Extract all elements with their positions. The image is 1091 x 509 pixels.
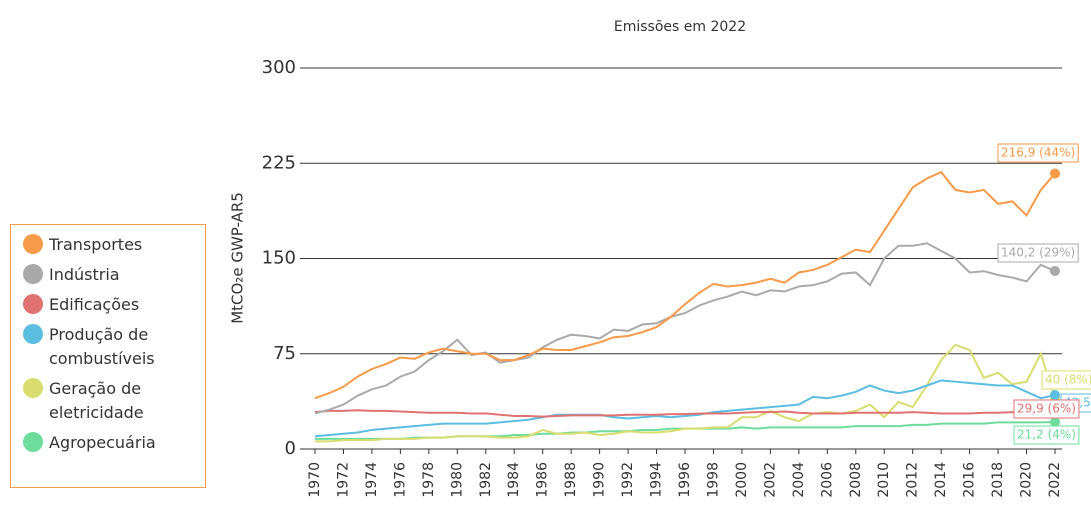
x-tick-label: 2020 [1019,462,1035,498]
x-tick-label: 2018 [990,462,1006,498]
x-tick-label: 2008 [848,462,864,498]
x-tick-label: 1986 [535,462,551,498]
legend-item: Geração de eletricidade [23,377,205,425]
y-tick-label: 150 [262,248,296,269]
x-tick-label: 1976 [392,462,408,498]
x-tick-label: 1994 [649,462,665,498]
x-tick-label: 2016 [962,462,978,498]
legend-label: Transportes [49,235,143,254]
x-tick-label: 2006 [819,462,835,498]
x-tick-label: 2014 [933,462,949,498]
x-tick-label: 1998 [705,462,721,498]
legend-swatch [23,294,43,314]
value-label-box [997,143,1079,163]
end-point [1050,390,1060,401]
x-tick-label: 1970 [307,462,323,498]
value-label: 29,9 (6%) [1017,402,1076,416]
value-label: 40 (8%) [1045,373,1091,387]
legend-label: Geração de eletricidade [49,379,144,422]
y-tick-label: 0 [285,438,296,459]
x-tick-label: 2002 [762,462,778,498]
x-tick-label: 1982 [478,462,494,498]
legend-label: Edificações [49,295,140,314]
legend: Transportes Indústria Edificações Produção … [10,224,206,488]
y-tick-label: 75 [273,343,296,364]
legend-label: Indústria [49,265,120,284]
x-tick-label: 2012 [905,462,921,498]
x-tick-label: 2004 [791,462,807,498]
x-tick-label: 1992 [620,462,636,498]
series-line [315,343,1056,443]
legend-swatch [23,324,43,344]
x-tick-label: 1996 [677,462,693,498]
legend-item: Indústria [23,263,205,287]
y-axis-label: MtCO₂e GWP-AR5 [229,192,247,324]
end-point [1050,417,1060,428]
x-tick-label: 2022 [1047,462,1063,498]
chart-title: Emissões em 2022 [614,19,746,35]
y-tick-label: 225 [262,152,296,173]
x-tick-label: 1984 [506,462,522,498]
value-label-box [1013,399,1080,419]
legend-item: Produção de combustíveis [23,323,205,371]
legend-item: Edificações [23,293,205,317]
x-tick-label: 1978 [421,462,437,498]
x-tick-label: 1980 [449,462,465,498]
x-tick-label: 2000 [734,462,750,498]
series-line [314,379,1056,438]
legend-item: Agropecuária [23,431,205,455]
x-tick-label: 2010 [876,462,892,498]
series-line [314,242,1056,415]
legend-swatch [23,264,43,284]
y-tick-label: 300 [262,57,296,78]
series-line [314,409,1056,418]
value-label-box [1013,425,1080,445]
legend-swatch [23,432,43,452]
x-tick-label: 1974 [364,462,380,498]
legend-label: Agropecuária [49,433,156,452]
x-tick-label: 1972 [335,462,351,498]
value-label-box [997,243,1079,263]
value-label-box [1041,370,1091,390]
value-label: 140,2 (29%) [1001,246,1075,260]
legend-label: Produção de combustíveis [49,325,155,368]
end-point [1050,265,1060,276]
value-label: 21,2 (4%) [1017,428,1076,442]
value-label: 216,9 (44%) [1001,146,1075,160]
x-tick-label: 1988 [563,462,579,498]
legend-swatch [23,378,43,398]
legend-item: Transportes [23,233,205,257]
end-point [1050,168,1060,179]
legend-swatch [23,234,43,254]
x-tick-label: 1990 [592,462,608,498]
series-line [314,170,1056,400]
